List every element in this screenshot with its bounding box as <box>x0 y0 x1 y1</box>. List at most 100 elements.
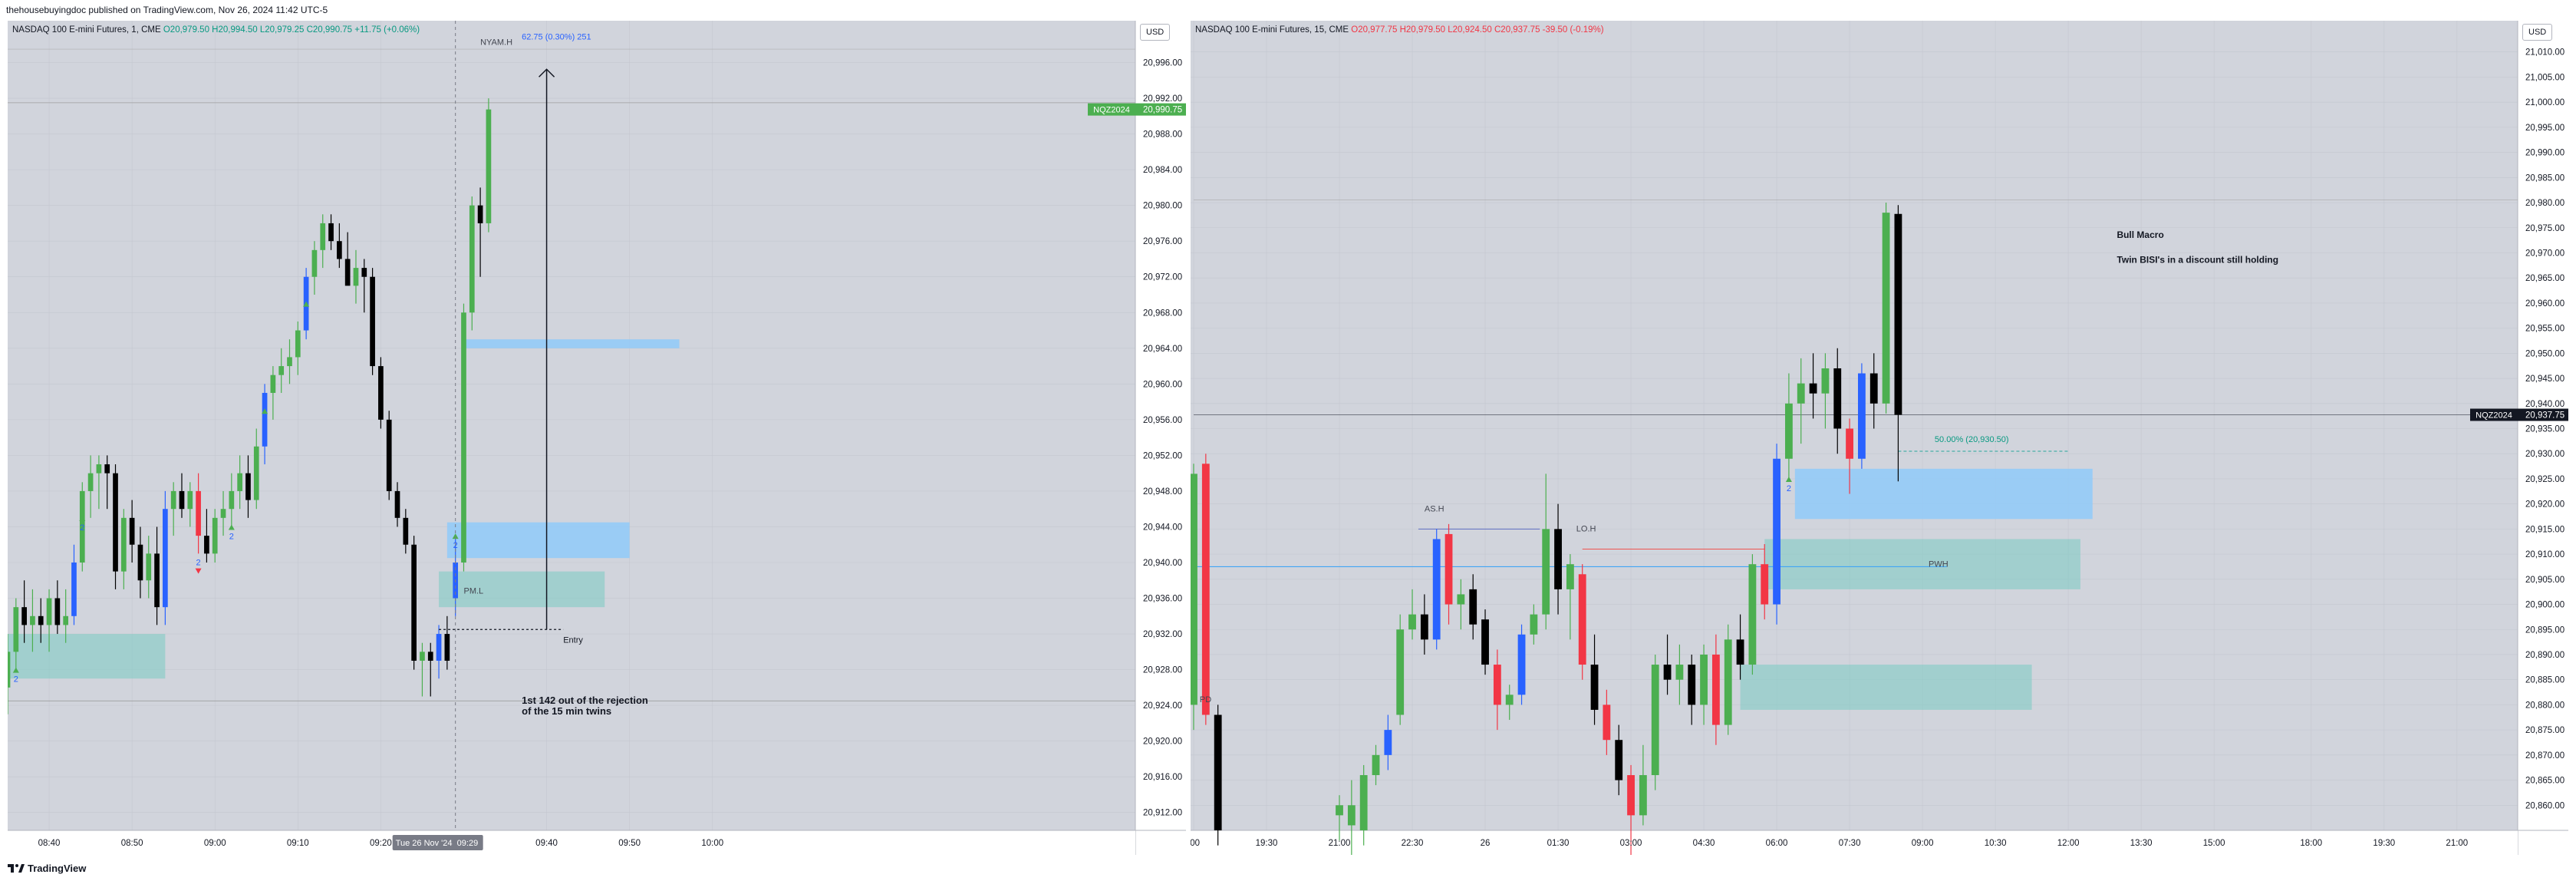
candle-down <box>477 205 483 223</box>
candle-up <box>1542 529 1550 615</box>
candle-up <box>1191 473 1197 705</box>
price-tick-label: 20,920.00 <box>1143 737 1182 747</box>
price-tick-label: 20,985.00 <box>2525 173 2564 183</box>
legend-left-title: NASDAQ 100 E-mini Futures, 1, CME <box>12 25 161 35</box>
candle-up <box>353 268 359 286</box>
chart-pane-right[interactable]: 2 AS.H LO.H PWH PD 50.00% (20,930.50) Bull Mac… <box>1191 21 2568 855</box>
legend-right-change: -39.50 (-0.19%) <box>1542 25 1604 35</box>
time-tick-label: 03:00 <box>1620 839 1642 848</box>
annotation-text: AS.H <box>1425 504 1444 513</box>
candle-up <box>1724 639 1732 725</box>
candle-down <box>378 366 384 420</box>
chart-pane-left[interactable]: 2 2 2 2 2 2 2 NYAM.H 62.75 (0.30%) 251 PM.L Entry 1… <box>8 21 1186 855</box>
price-tick-label: 20,935.00 <box>2525 425 2564 434</box>
annotation-text: PWH <box>1929 559 1948 569</box>
price-tick-label: 20,980.00 <box>2525 199 2564 208</box>
annotation-text: Bull Macro <box>2116 229 2163 240</box>
chart-left-svg[interactable]: 2 2 2 2 2 2 2 NYAM.H 62.75 (0.30%) 251 PM.L Entry 1… <box>8 21 1186 855</box>
candle-up <box>1797 383 1805 404</box>
price-tick-label: 20,988.00 <box>1143 130 1182 140</box>
candle-down <box>137 544 143 581</box>
price-tick-label: 20,975.00 <box>2525 224 2564 233</box>
time-axis-labels: :00 19:30 21:00 22:30 26 01:30 03:00 04:30 06:00… <box>1191 839 2468 848</box>
candle-up <box>461 312 466 563</box>
price-tick-label: 20,945.00 <box>2525 375 2564 384</box>
candle-up <box>187 490 193 510</box>
legend-left: NASDAQ 100 E-mini Futures, 1, CME O20,97… <box>12 25 420 35</box>
candle-down <box>1481 619 1489 665</box>
legend-right-open: O20,977.75 <box>1351 25 1398 35</box>
zone-box <box>463 339 680 348</box>
zone-box <box>1740 665 2032 710</box>
marker-label: 2 <box>229 532 234 541</box>
chart-right-svg[interactable]: 2 AS.H LO.H PWH PD 50.00% (20,930.50) Bull Mac… <box>1191 21 2568 855</box>
candle-up <box>1505 695 1514 705</box>
price-tick-label: 20,900.00 <box>2525 601 2564 610</box>
price-tick-label: 20,915.00 <box>2525 525 2564 534</box>
time-tick-label: 06:00 <box>1766 839 1788 848</box>
candle-up <box>1821 368 1830 394</box>
candle-up <box>220 509 226 518</box>
zones <box>1740 468 2093 710</box>
tradingview-logo-icon <box>8 864 25 873</box>
price-tick-label: 21,005.00 <box>2525 73 2564 82</box>
price-tick-label: 20,996.00 <box>1143 59 1182 68</box>
arrow-up-icon <box>539 68 555 78</box>
time-tick-label: 09:00 <box>1912 839 1934 848</box>
price-tick-label: 20,956.00 <box>1143 416 1182 425</box>
price-tick-label: 20,895.00 <box>2525 625 2564 635</box>
price-tick-label: 20,910.00 <box>2525 550 2564 559</box>
candle-down <box>444 634 450 661</box>
triangle-up-icon <box>262 408 268 414</box>
legend-left-high: H20,994.50 <box>212 25 258 35</box>
legend-right-low: L20,924.50 <box>1448 25 1492 35</box>
candle-down <box>1578 574 1586 665</box>
candle-up <box>262 392 268 447</box>
time-axis <box>8 830 1135 855</box>
candle-down <box>1590 665 1599 710</box>
price-tick-label: 20,936.00 <box>1143 595 1182 604</box>
crosshair-time: 09:29 <box>457 839 479 848</box>
marker-label: 2 <box>14 675 18 685</box>
candle-up <box>30 615 35 625</box>
time-tick-label: 09:00 <box>204 839 226 848</box>
candle-up <box>71 563 77 616</box>
legend-left-close: C20,990.75 <box>306 25 353 35</box>
candle-down <box>38 615 44 625</box>
candle-down <box>1627 775 1635 816</box>
time-tick-label: 09:10 <box>287 839 309 848</box>
candle-up <box>170 490 176 510</box>
price-tick-label: 20,990.00 <box>2525 149 2564 158</box>
currency-button-left[interactable]: USD <box>1140 24 1171 41</box>
price-tick-label: 20,995.00 <box>2525 124 2564 133</box>
annotation-text: 1st 142 out of the rejection <box>522 695 648 706</box>
price-tick-label: 20,928.00 <box>1143 666 1182 675</box>
candle-up <box>1566 564 1574 589</box>
candle-up <box>1748 564 1757 665</box>
candle-down <box>113 473 118 572</box>
annotation-text: Twin BISI's in a discount still holding <box>2116 255 2278 266</box>
legend-left-change: +11.75 (+0.06%) <box>354 25 420 35</box>
time-tick-label: 21:00 <box>2446 839 2468 848</box>
candle-down <box>1809 383 1817 394</box>
currency-button-right[interactable]: USD <box>2522 24 2553 41</box>
marker-label: 2 <box>1787 484 1791 493</box>
publish-header: thehousebuyingdoc published on TradingVi… <box>0 0 2576 18</box>
price-tick-label: 20,920.00 <box>2525 500 2564 510</box>
candle-down <box>427 652 433 661</box>
candle-up <box>295 330 301 358</box>
annotation-text: 62.75 (0.30%) 251 <box>522 32 591 41</box>
time-tick-label: 01:30 <box>1547 839 1570 848</box>
triangle-up-icon <box>228 524 235 530</box>
time-tick-label: 18:00 <box>2300 839 2322 848</box>
candle-down <box>1833 368 1842 429</box>
price-tick-label: 20,980.00 <box>1143 202 1182 211</box>
candle-up <box>278 366 285 375</box>
price-tag: NQZ2024 20,990.75 <box>1088 103 1186 116</box>
price-tick-label: 20,880.00 <box>2525 701 2564 710</box>
candle-up <box>87 473 94 491</box>
price-tag-value-bg <box>2518 408 2568 421</box>
time-tick-label: :00 <box>1191 839 1200 848</box>
candle-up <box>1858 373 1866 459</box>
candle-up <box>1700 654 1708 705</box>
